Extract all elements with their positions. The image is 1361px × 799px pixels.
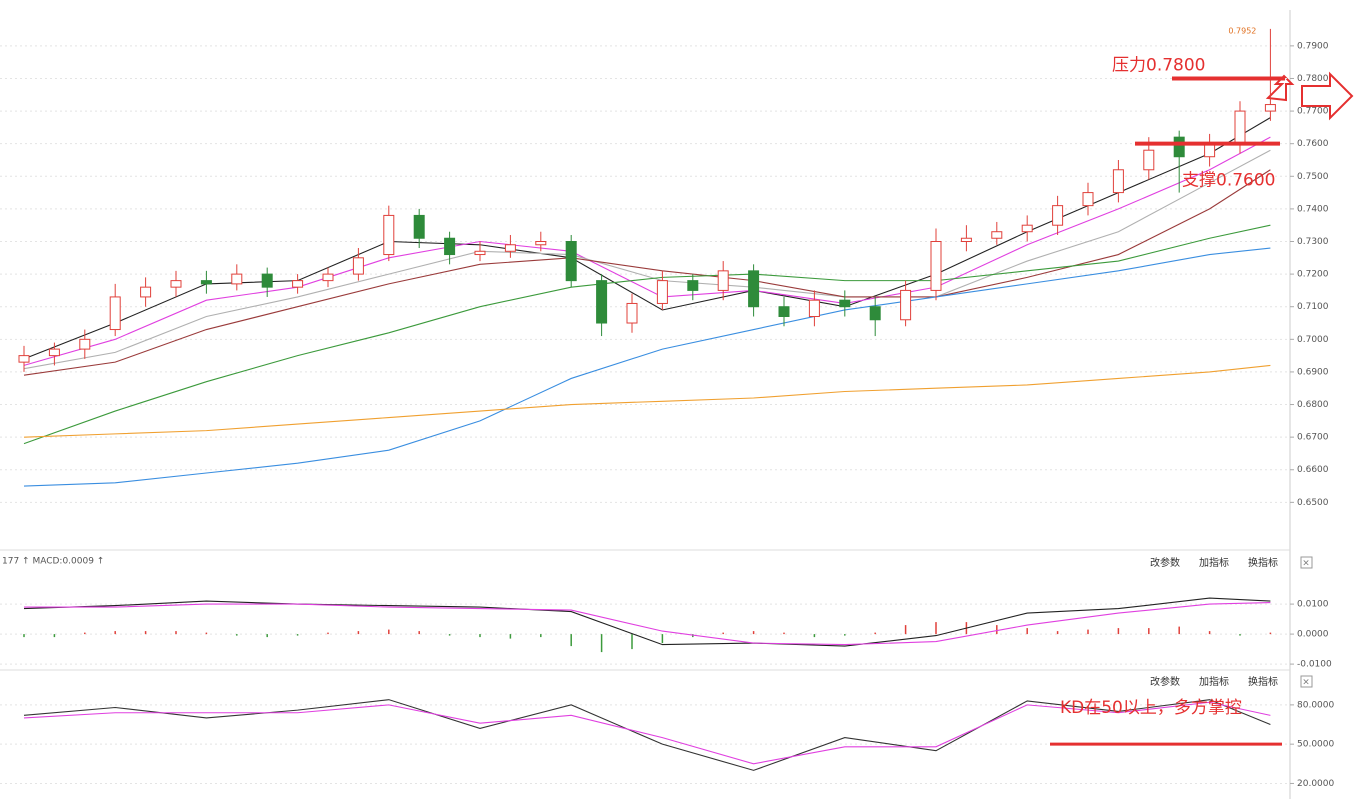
y-tick-label: 0.7200 [1297, 270, 1329, 280]
candle-body [79, 338, 91, 350]
candle-body [261, 273, 273, 288]
candle-body [1264, 104, 1276, 112]
candle-body [18, 355, 30, 363]
candle-body [1143, 149, 1155, 171]
candle-body [444, 237, 456, 256]
candle-body [1082, 192, 1094, 207]
y-tick-label: 0.7700 [1297, 107, 1329, 117]
candle-body [687, 280, 699, 291]
candle-body [991, 231, 1003, 239]
y-tick-label: 0.7500 [1297, 172, 1329, 182]
indicator-line [23, 364, 1271, 438]
close-icon[interactable]: × [1302, 559, 1310, 569]
arrow-up [1265, 74, 1295, 102]
y-tick-label: 0.7800 [1297, 74, 1329, 84]
candle-body [231, 273, 243, 285]
candle-body [808, 299, 820, 317]
panel-button[interactable]: 改参数 [1150, 556, 1180, 569]
support-label: 支撑0.7600 [1182, 171, 1275, 191]
candle-body [1234, 110, 1246, 145]
candle-body [717, 270, 729, 291]
y-tick-label: 0.6700 [1297, 433, 1329, 443]
candle-body [504, 244, 516, 252]
indicator-line [23, 701, 1271, 765]
y-tick-label: 0.7000 [1297, 335, 1329, 345]
y-tick-label: -0.0100 [1297, 660, 1332, 670]
arrow-right [1301, 71, 1354, 121]
close-button[interactable] [1300, 556, 1313, 569]
candle-body [656, 280, 668, 304]
candle-body [352, 257, 364, 275]
y-tick-label: 0.6800 [1297, 400, 1329, 410]
y-tick-label: 0.7400 [1297, 204, 1329, 214]
indicator-line [23, 247, 1271, 487]
candle-body [200, 280, 212, 285]
peak-label: 0.7952 [1228, 26, 1256, 35]
y-tick-label: 0.6900 [1297, 367, 1329, 377]
candle-body [1112, 169, 1124, 194]
candle-body [960, 237, 972, 243]
y-tick-label: 0.7100 [1297, 302, 1329, 312]
candle-body [930, 241, 942, 291]
y-tick-label: 80.0000 [1297, 700, 1334, 710]
y-tick-label: 0.0100 [1297, 600, 1329, 610]
panel-button[interactable]: 换指标 [1248, 675, 1278, 688]
candle-body [839, 299, 851, 308]
candle-body [596, 280, 608, 324]
candle-body [292, 280, 304, 288]
close-icon[interactable]: × [1302, 678, 1310, 688]
candle-body [565, 241, 577, 282]
candle-body [778, 306, 790, 317]
y-tick-label: 0.6500 [1297, 498, 1329, 508]
close-button[interactable] [1300, 675, 1313, 688]
candle-body [322, 273, 334, 282]
candle-body [535, 241, 547, 246]
panel-button[interactable]: 改参数 [1150, 675, 1180, 688]
indicator-line [23, 597, 1271, 647]
panel-button[interactable]: 换指标 [1248, 556, 1278, 569]
macd-header: 177 ↑ MACD:0.0009 ↑ [2, 557, 104, 567]
candle-body [109, 296, 121, 331]
y-tick-label: 0.7300 [1297, 237, 1329, 247]
indicator-line [24, 602, 1271, 646]
candle-body [170, 280, 182, 288]
y-tick-label: 20.0000 [1297, 779, 1334, 789]
panel-button[interactable]: 加指标 [1199, 556, 1229, 569]
candle-body [626, 302, 638, 324]
candle-body [413, 214, 425, 239]
panel-button[interactable]: 加指标 [1199, 675, 1229, 688]
candle-body [748, 270, 760, 308]
resistance-label: 压力0.7800 [1112, 55, 1205, 75]
y-tick-label: 0.6600 [1297, 465, 1329, 475]
candle-body [48, 348, 60, 357]
kd-note: KD在50以上，多方掌控 [1060, 698, 1242, 718]
candle-body [1052, 205, 1064, 226]
y-tick-label: 50.0000 [1297, 740, 1334, 750]
y-tick-label: 0.0000 [1297, 630, 1329, 640]
candle-body [1173, 136, 1185, 158]
candle-body [383, 214, 395, 256]
candle-body [900, 289, 912, 321]
y-tick-label: 0.7600 [1297, 139, 1329, 149]
candle-body [1021, 224, 1033, 233]
candle-body [474, 250, 486, 256]
indicator-line [23, 699, 1271, 771]
y-tick-label: 0.7900 [1297, 41, 1329, 51]
candle-body [869, 306, 881, 321]
candle-body [140, 286, 152, 298]
indicator-line [23, 169, 1271, 376]
